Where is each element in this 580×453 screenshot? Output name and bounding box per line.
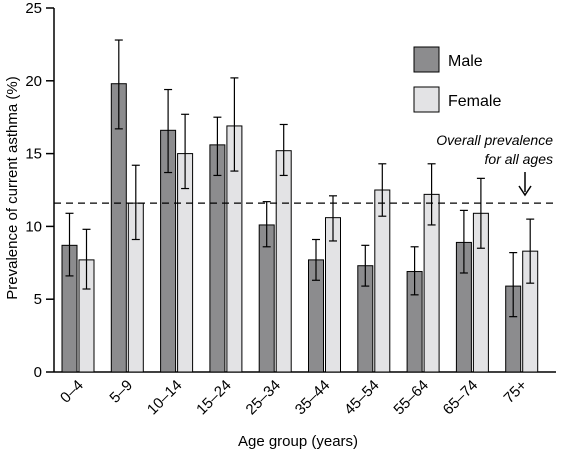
legend: Male Female [413,46,501,113]
x-tick-label: 25–34 [243,377,285,419]
reference-annotation-line2: for all ages [485,151,553,167]
bar-female [275,150,292,373]
x-tick-label: 65–74 [440,377,482,419]
legend-swatch-male [413,46,440,73]
x-tick-label: 5–9 [106,377,136,407]
y-tick-label: 0 [34,364,42,381]
y-tick-label: 10 [25,218,42,235]
y-tick-label: 15 [25,146,42,163]
bar-male [209,144,226,373]
x-tick-label: 0–4 [57,377,87,407]
y-axis-title: Prevalence of current asthma (%) [4,76,21,299]
x-tick-label: 10–14 [144,377,186,419]
y-tick-label: 25 [25,0,42,17]
y-tick-label: 20 [25,73,42,90]
legend-swatch-female [413,86,440,113]
bars [61,39,539,373]
x-tick-label: 15–24 [193,377,235,419]
legend-label-male: Male [448,53,483,70]
legend-label-female: Female [448,93,501,110]
x-axis-title: Age group (years) [238,433,358,450]
reference-annotation-line1: Overall prevalence [436,132,553,148]
x-tick-label: 45–54 [341,377,383,419]
arrow-head [518,185,532,197]
bar-female [374,189,391,373]
y-tick-label: 5 [34,291,42,308]
x-tick-label: 75+ [501,377,531,407]
x-tick-label: 55–64 [390,377,432,419]
x-tick-label: 35–44 [292,377,334,419]
reference-line-group: Overall prevalence for all ages [54,132,556,204]
